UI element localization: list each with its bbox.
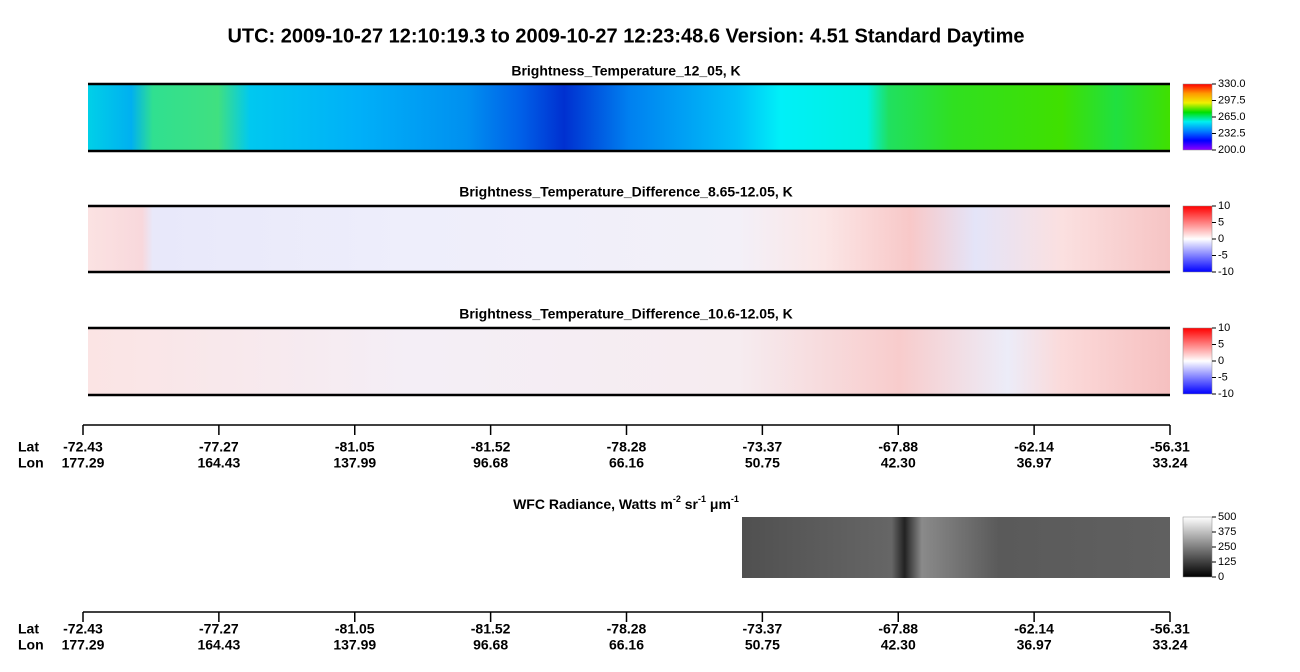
lon-value: 137.99 (333, 455, 376, 471)
colorbar-tick-label: 10 (1218, 322, 1230, 334)
lat-value: -73.37 (743, 439, 783, 455)
colorbar-tick-label: 125 (1218, 556, 1236, 568)
lon-value: 96.68 (473, 455, 508, 471)
colorbar-tick-label: 250 (1218, 541, 1236, 553)
colorbar-tick-label: 330.0 (1218, 78, 1246, 90)
lat-label: Lat (18, 439, 39, 455)
colorbar-tick-label: 375 (1218, 526, 1236, 538)
image-strip (88, 84, 1170, 151)
strip-borders (88, 82, 1170, 397)
colorbar-tick-label: 297.5 (1218, 94, 1246, 106)
lon-value: 177.29 (62, 637, 105, 653)
lon-value: 50.75 (745, 455, 780, 471)
panel-title: Brightness_Temperature_Difference_8.65-1… (459, 184, 793, 200)
colorbar-tick-label: -10 (1218, 266, 1234, 278)
title-part: μm (706, 496, 731, 512)
lon-value: 66.16 (609, 455, 644, 471)
lon-value: 36.97 (1017, 455, 1052, 471)
colorbar (1182, 205, 1213, 273)
colorbar-tick-label: 232.5 (1218, 127, 1246, 139)
colorbar-tick-label: -5 (1218, 371, 1228, 383)
colorbar-tick-label: 500 (1218, 511, 1236, 523)
lat-value: -72.43 (63, 439, 103, 455)
lat-value: -56.31 (1150, 621, 1190, 637)
colorbar-tick-label: 265.0 (1218, 111, 1246, 123)
lon-value: 36.97 (1017, 637, 1052, 653)
lat-value: -67.88 (878, 439, 918, 455)
lon-value: 137.99 (333, 637, 376, 653)
lat-label: Lat (18, 621, 39, 637)
colorbar-tick-label: -10 (1218, 388, 1234, 400)
lon-value: 96.68 (473, 637, 508, 653)
panel-title: Brightness_Temperature_Difference_10.6-1… (459, 306, 793, 322)
colorbar-tick-label: -5 (1218, 249, 1228, 261)
colorbar-tick-label: 5 (1218, 338, 1224, 350)
lat-value: -56.31 (1150, 439, 1190, 455)
lat-value: -62.14 (1014, 621, 1054, 637)
colorbar-tick-label: 10 (1218, 200, 1230, 212)
colorbar-tick-label: 0 (1218, 571, 1224, 583)
lon-value: 33.24 (1152, 637, 1187, 653)
lat-value: -81.52 (471, 621, 511, 637)
lat-value: -78.28 (607, 439, 647, 455)
colorbar (1182, 327, 1213, 395)
lat-value: -62.14 (1014, 439, 1054, 455)
lon-value: 50.75 (745, 637, 780, 653)
lon-value: 42.30 (881, 637, 916, 653)
colorbar-tick-label: 0 (1218, 355, 1224, 367)
colorbar (1182, 516, 1213, 578)
lon-value: 164.43 (197, 455, 240, 471)
lat-value: -81.05 (335, 439, 375, 455)
lon-label: Lon (18, 637, 44, 653)
title-part: sr (681, 496, 699, 512)
lat-value: -78.28 (607, 621, 647, 637)
superscript: -2 (673, 494, 681, 504)
lon-label: Lon (18, 455, 44, 471)
superscript: -1 (698, 494, 706, 504)
lat-value: -67.88 (878, 621, 918, 637)
image-strip (88, 328, 1170, 395)
lat-value: -72.43 (63, 621, 103, 637)
lon-value: 164.43 (197, 637, 240, 653)
lon-value: 177.29 (62, 455, 105, 471)
colorbar-tick-label: 5 (1218, 216, 1224, 228)
lon-value: 66.16 (609, 637, 644, 653)
lat-value: -73.37 (743, 621, 783, 637)
lat-value: -81.05 (335, 621, 375, 637)
lat-value: -77.27 (199, 621, 239, 637)
image-strip (742, 517, 1170, 578)
colorbar-tick-label: 200.0 (1218, 144, 1246, 156)
superscript: -1 (731, 494, 739, 504)
lon-value: 42.30 (881, 455, 916, 471)
panel-title: Brightness_Temperature_12_05, K (511, 63, 740, 79)
image-strip (88, 206, 1170, 272)
lat-value: -77.27 (199, 439, 239, 455)
lat-value: -81.52 (471, 439, 511, 455)
lon-value: 33.24 (1152, 455, 1187, 471)
panel-title: WFC Radiance, Watts m-2 sr-1 μm-1 (513, 494, 739, 511)
title-part: WFC Radiance, Watts m (513, 496, 673, 512)
colorbar (1182, 83, 1213, 151)
colorbar-tick-label: 0 (1218, 233, 1224, 245)
figure-title: UTC: 2009-10-27 12:10:19.3 to 2009-10-27… (227, 25, 1024, 47)
